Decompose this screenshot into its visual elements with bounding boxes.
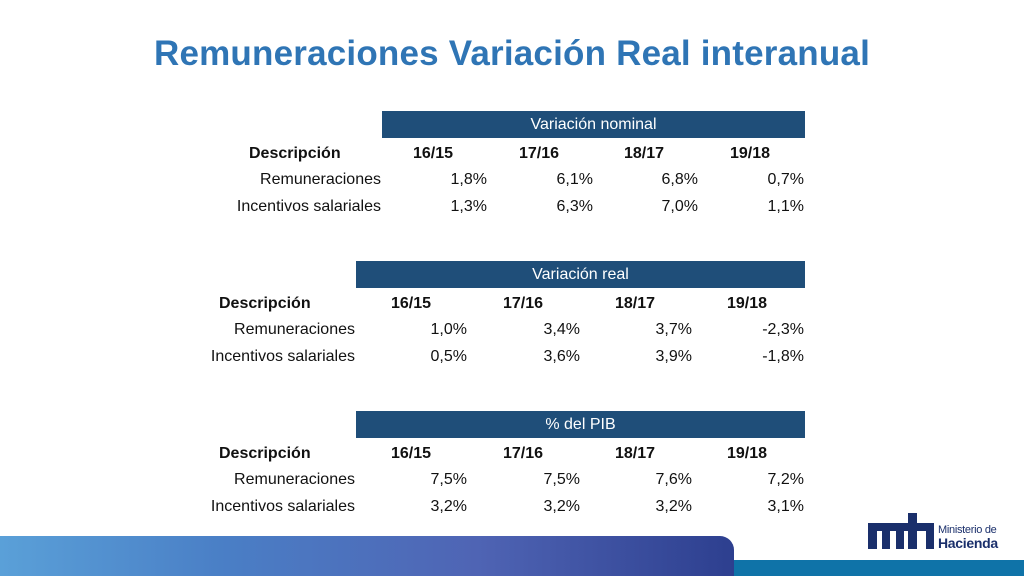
- row-label: Remuneraciones: [260, 171, 381, 188]
- row-label: Remuneraciones: [234, 321, 355, 338]
- row-value: 7,0%: [661, 198, 698, 215]
- ministerio-hacienda-logo: Ministerio de Hacienda: [868, 511, 1008, 551]
- row-value: 3,6%: [543, 348, 580, 365]
- row-label: Incentivos salariales: [236, 198, 381, 215]
- row-value: 3,2%: [430, 498, 467, 515]
- row-value: -2,3%: [762, 321, 804, 338]
- row-value: 1,3%: [450, 198, 487, 215]
- column-header: 16/15: [413, 145, 454, 162]
- column-header-description: Descripción: [219, 445, 311, 462]
- table-row: Remuneraciones 1,0% 3,4% 3,7% -2,3%: [0, 317, 1024, 343]
- column-header: 17/16: [503, 445, 544, 462]
- column-header-description: Descripción: [219, 295, 311, 312]
- row-value: 1,0%: [430, 321, 467, 338]
- row-value: 6,3%: [556, 198, 593, 215]
- column-header: 18/17: [615, 295, 656, 312]
- column-header: 19/18: [730, 145, 771, 162]
- column-header: 18/17: [615, 445, 656, 462]
- row-value: 1,8%: [450, 171, 487, 188]
- table-row: Remuneraciones 1,8% 6,1% 6,8% 0,7%: [0, 167, 1024, 193]
- row-value: 3,1%: [767, 498, 804, 515]
- row-value: 7,5%: [430, 471, 467, 488]
- column-header: 16/15: [391, 445, 432, 462]
- row-value: 0,5%: [430, 348, 467, 365]
- row-value: 3,2%: [655, 498, 692, 515]
- table-row: Incentivos salariales 1,3% 6,3% 7,0% 1,1…: [0, 194, 1024, 220]
- column-header: 19/18: [727, 445, 768, 462]
- row-value: 1,1%: [767, 198, 804, 215]
- column-header: 17/16: [503, 295, 544, 312]
- logo-line1: Ministerio de: [938, 524, 997, 536]
- column-header: 19/18: [727, 295, 768, 312]
- mh-logo-icon: [868, 513, 934, 549]
- row-label: Remuneraciones: [234, 471, 355, 488]
- row-value: 3,7%: [655, 321, 692, 338]
- column-header-description: Descripción: [249, 145, 341, 162]
- table-column-headers: Descripción 16/15 17/16 18/17 19/18: [0, 291, 1024, 317]
- row-label: Incentivos salariales: [210, 498, 355, 515]
- row-value: -1,8%: [762, 348, 804, 365]
- row-value: 7,5%: [543, 471, 580, 488]
- table-column-headers: Descripción 16/15 17/16 18/17 19/18: [0, 441, 1024, 467]
- footer-gradient-bar: [0, 536, 734, 576]
- logo-line2: Hacienda: [938, 535, 998, 551]
- table-header-band: Variación nominal: [382, 111, 805, 138]
- slide-title: Remuneraciones Variación Real interanual: [153, 34, 871, 73]
- table-row: Incentivos salariales 3,2% 3,2% 3,2% 3,1…: [0, 494, 1024, 520]
- table-row: Incentivos salariales 0,5% 3,6% 3,9% -1,…: [0, 344, 1024, 370]
- column-header: 16/15: [391, 295, 432, 312]
- table-header-band: % del PIB: [356, 411, 805, 438]
- table-column-headers: Descripción 16/15 17/16 18/17 19/18: [0, 141, 1024, 167]
- row-value: 7,6%: [655, 471, 692, 488]
- table-row: Remuneraciones 7,5% 7,5% 7,6% 7,2%: [0, 467, 1024, 493]
- row-value: 6,1%: [556, 171, 593, 188]
- row-value: 3,2%: [543, 498, 580, 515]
- column-header: 17/16: [519, 145, 560, 162]
- row-value: 3,9%: [655, 348, 692, 365]
- row-value: 7,2%: [767, 471, 804, 488]
- row-value: 3,4%: [543, 321, 580, 338]
- row-label: Incentivos salariales: [210, 348, 355, 365]
- table-header-band: Variación real: [356, 261, 805, 288]
- row-value: 6,8%: [661, 171, 698, 188]
- row-value: 0,7%: [767, 171, 804, 188]
- column-header: 18/17: [624, 145, 665, 162]
